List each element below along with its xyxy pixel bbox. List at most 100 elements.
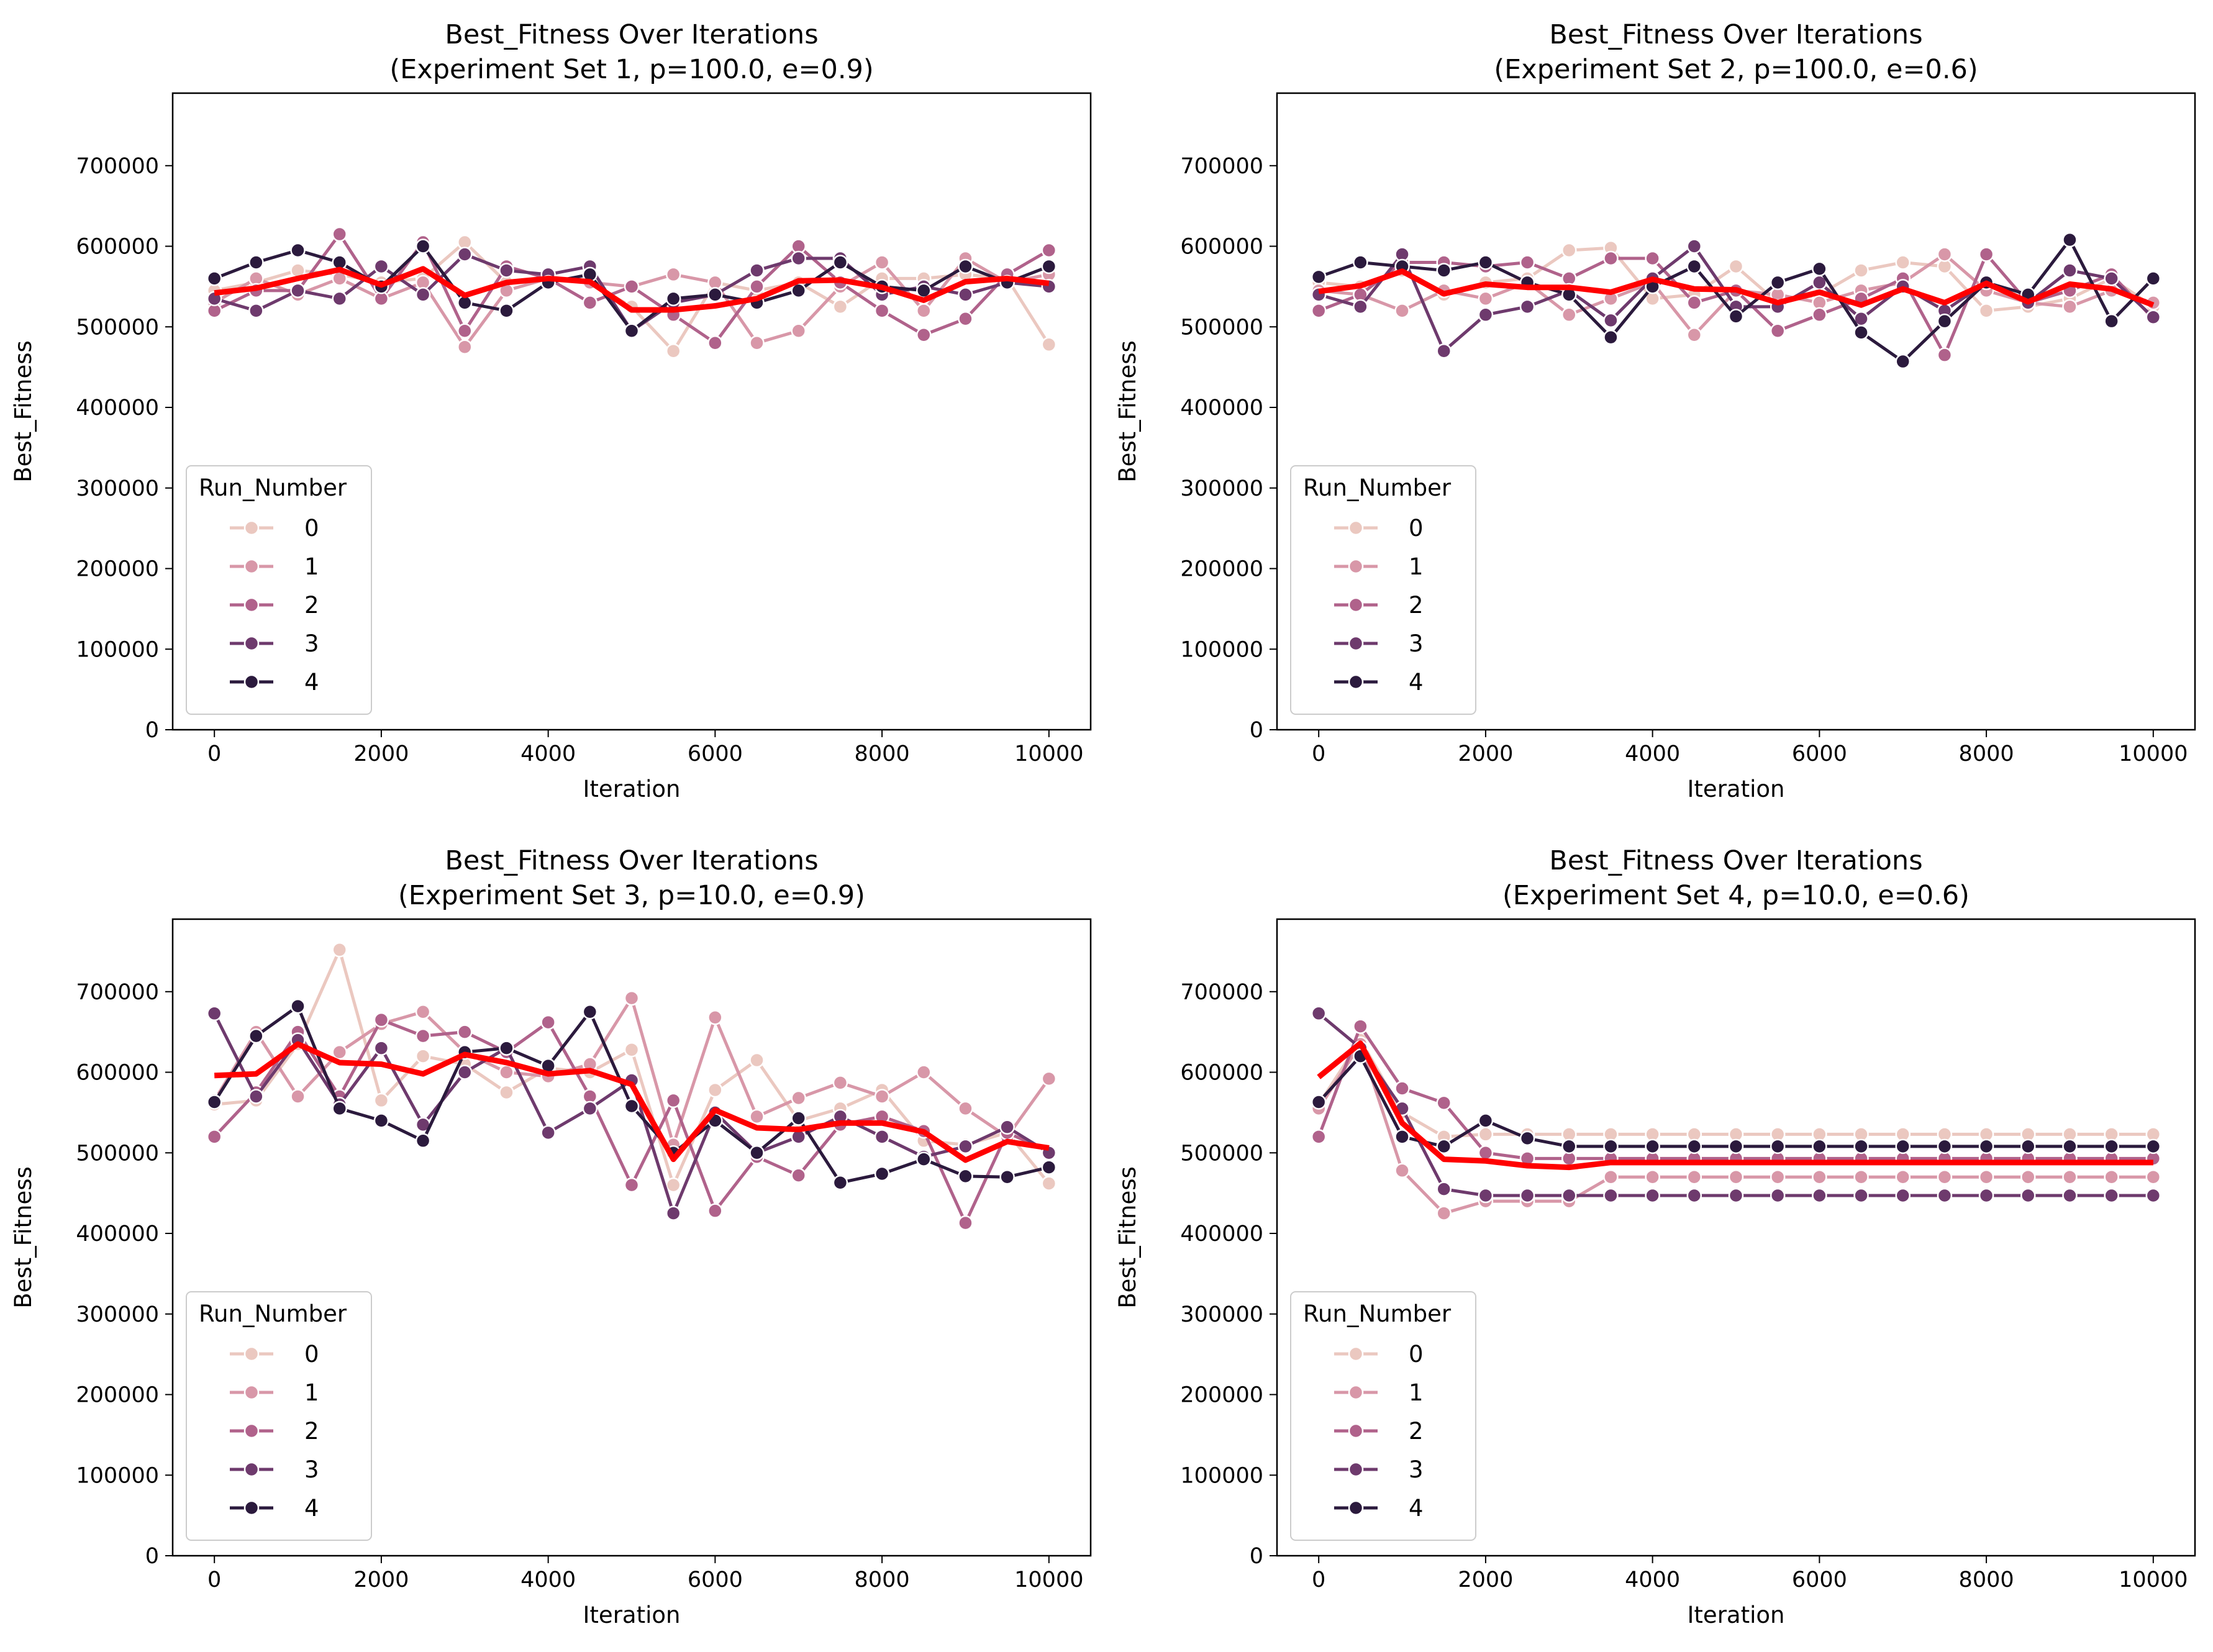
legend-swatch-marker (243, 1346, 260, 1362)
mean-line (214, 266, 1050, 313)
data-point-run-3 (1686, 1187, 1702, 1204)
data-point-run-0 (1978, 303, 1994, 319)
y-tick-label: 600000 (1180, 235, 1263, 260)
data-point-run-1 (1978, 1169, 1994, 1185)
y-tick-label: 500000 (76, 1141, 159, 1166)
data-point-run-0 (1561, 242, 1577, 258)
data-point-run-2 (1478, 1145, 1494, 1161)
data-point-run-1 (290, 1089, 306, 1104)
data-point-run-4 (2145, 1138, 2161, 1155)
data-point-run-4 (1686, 258, 1702, 275)
y-tick-label: 0 (145, 1544, 159, 1569)
data-point-run-3 (457, 247, 473, 262)
data-point-run-2 (707, 1203, 723, 1219)
chart-subtitle: (Experiment Set 4, p=10.0, e=0.6) (1502, 880, 1970, 911)
data-point-run-2 (1603, 250, 1619, 266)
plot-area (206, 226, 1057, 359)
y-tick-label: 300000 (76, 1302, 159, 1327)
y-tick-label: 600000 (1180, 1061, 1263, 1086)
data-point-run-1 (791, 323, 806, 339)
data-point-run-2 (415, 1028, 431, 1044)
data-point-run-2 (707, 335, 723, 351)
data-point-run-3 (958, 287, 973, 302)
data-point-run-4 (373, 1113, 389, 1128)
x-tick-label: 6000 (688, 1568, 743, 1592)
legend-swatch-marker (1348, 597, 1364, 613)
data-point-run-1 (791, 1090, 806, 1106)
data-point-run-3 (2020, 1187, 2036, 1204)
data-point-run-1 (1041, 1071, 1057, 1087)
data-point-run-4 (1603, 1138, 1619, 1155)
data-point-run-1 (457, 339, 473, 355)
y-tick-label: 600000 (76, 1061, 159, 1086)
data-point-run-4 (290, 242, 306, 258)
data-point-run-3 (1311, 1005, 1327, 1022)
data-point-run-2 (332, 226, 347, 242)
data-point-run-1 (1937, 247, 1953, 262)
legend-swatch-marker (243, 1461, 260, 1477)
legend-swatch-marker (1348, 1461, 1364, 1477)
data-point-run-4 (1311, 269, 1327, 285)
y-tick-label: 400000 (1180, 1222, 1263, 1246)
data-point-run-4 (1728, 1138, 1744, 1155)
mean-line (1318, 268, 2155, 308)
data-point-run-4 (832, 255, 848, 270)
data-point-run-1 (1603, 1169, 1619, 1185)
data-point-run-3 (1812, 1187, 1827, 1204)
data-point-run-2 (916, 327, 932, 343)
data-point-run-1 (1686, 1169, 1702, 1185)
data-point-run-1 (665, 266, 681, 283)
data-point-run-4 (248, 1028, 264, 1044)
chart-panel-4: Best_Fitness Over Iterations (Experiment … (1114, 845, 2196, 1628)
data-point-run-1 (415, 1004, 431, 1020)
data-point-run-3 (958, 1138, 973, 1155)
data-point-run-1 (874, 1089, 890, 1104)
data-point-run-2 (665, 1092, 681, 1109)
data-point-run-2 (540, 1014, 556, 1030)
data-point-run-2 (791, 1168, 806, 1183)
data-point-run-4 (1645, 1138, 1660, 1155)
chart-title: Best_Fitness Over Iterations (1549, 845, 1922, 876)
x-tick-label: 2000 (353, 742, 409, 766)
data-point-run-2 (582, 295, 598, 311)
data-point-run-4 (1853, 325, 1869, 340)
data-point-run-4 (1937, 1138, 1953, 1155)
data-point-run-2 (1645, 250, 1660, 266)
data-point-run-4 (958, 1168, 973, 1184)
data-point-run-1 (1478, 291, 1494, 307)
x-tick-label: 0 (1312, 1568, 1325, 1592)
legend-label-run-3: 3 (304, 630, 319, 657)
data-point-run-3 (1895, 1187, 1911, 1204)
data-point-run-3 (1645, 1187, 1660, 1204)
y-tick-label: 700000 (76, 154, 159, 179)
x-tick-label: 0 (207, 742, 221, 766)
legend-label-run-0: 0 (304, 515, 319, 542)
data-point-run-2 (457, 1024, 473, 1040)
data-point-run-1 (749, 1109, 765, 1125)
data-point-run-2 (1686, 295, 1702, 311)
data-point-run-2 (624, 279, 640, 294)
data-point-run-3 (1519, 299, 1535, 315)
legend-label-run-3: 3 (1409, 630, 1424, 657)
chart-subtitle: (Experiment Set 2, p=100.0, e=0.6) (1494, 54, 1978, 85)
y-tick-label: 300000 (1180, 476, 1263, 501)
y-tick-label: 300000 (76, 476, 159, 501)
legend-label-run-4: 4 (304, 1495, 319, 1522)
chart-title: Best_Fitness Over Iterations (445, 845, 818, 876)
legend-title: Run_Number (199, 474, 347, 501)
data-point-run-4 (415, 238, 431, 254)
legend-swatch-marker (243, 1384, 260, 1400)
y-tick-label: 600000 (76, 235, 159, 260)
data-point-run-3 (1603, 1187, 1619, 1204)
data-point-run-3 (999, 1119, 1015, 1135)
legend-label-run-2: 2 (304, 592, 319, 619)
data-point-run-0 (1728, 258, 1744, 275)
data-point-run-4 (1353, 255, 1368, 270)
data-point-run-0 (1478, 1127, 1494, 1142)
data-point-run-4 (2104, 313, 2119, 329)
x-axis-label: Iteration (1688, 776, 1785, 802)
data-point-run-3 (1603, 312, 1619, 329)
mean-line (1317, 1040, 2153, 1171)
data-point-run-1 (1561, 307, 1577, 323)
